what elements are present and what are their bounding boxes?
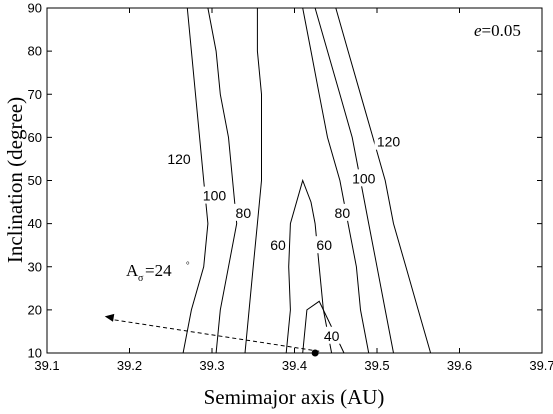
contour-label-bg bbox=[314, 236, 335, 254]
contour-lines bbox=[104, 7, 432, 357]
svg-text:°: ° bbox=[186, 260, 190, 270]
contour-label-120: 120 bbox=[167, 151, 191, 167]
contour-label-bg bbox=[332, 203, 353, 221]
contour-label-120: 120 bbox=[377, 134, 401, 150]
x-axis-title: Semimajor axis (AU) bbox=[204, 385, 385, 409]
y-tick-label: 50 bbox=[28, 173, 42, 188]
y-tick-label: 30 bbox=[28, 259, 42, 274]
contour-line-80 bbox=[244, 8, 262, 354]
annotation-A-sup: ° bbox=[186, 260, 190, 270]
x-tick-label: 39.7 bbox=[529, 358, 553, 373]
x-tick-label: 39.3 bbox=[199, 358, 224, 373]
contour-label-80: 80 bbox=[335, 205, 351, 221]
arrow-head bbox=[104, 313, 115, 322]
y-tick-label: 90 bbox=[28, 1, 42, 16]
contour-label-bg bbox=[374, 132, 403, 150]
contour-label-100: 100 bbox=[203, 188, 227, 204]
svg-text:A: A bbox=[126, 261, 139, 280]
x-tick-label: 39.4 bbox=[282, 358, 307, 373]
x-tick-label: 39.2 bbox=[117, 358, 142, 373]
annotation-e-symbol: e bbox=[474, 21, 482, 40]
x-tick-label: 39.6 bbox=[447, 358, 472, 373]
y-axis-title: Inclination (degree) bbox=[3, 97, 27, 263]
contour-label-bg bbox=[349, 169, 378, 187]
contour-line-120 bbox=[182, 7, 209, 354]
annotation-A-main: A bbox=[126, 261, 139, 280]
contour-label-60: 60 bbox=[316, 237, 332, 253]
marker-point bbox=[311, 349, 319, 357]
svg-text:e=0.05: e=0.05 bbox=[474, 21, 521, 40]
contour-line-100 bbox=[207, 7, 238, 354]
plot-frame bbox=[46, 7, 543, 354]
y-tick-label: 40 bbox=[28, 216, 42, 231]
annotation-e: e=0.05 bbox=[474, 21, 521, 40]
y-tick-label: 20 bbox=[28, 302, 42, 317]
contour-line-40 bbox=[302, 300, 345, 354]
contour-label-40: 40 bbox=[324, 328, 340, 344]
x-tick-label: 39.1 bbox=[34, 358, 59, 373]
arrow-line bbox=[110, 318, 320, 352]
contour-label-bg bbox=[321, 326, 342, 344]
annotation-A-value: =24 bbox=[145, 261, 172, 280]
svg-text:=24: =24 bbox=[145, 261, 172, 280]
x-tick-label: 39.5 bbox=[364, 358, 389, 373]
y-tick-label: 10 bbox=[28, 346, 42, 361]
svg-text:σ: σ bbox=[138, 273, 144, 284]
contour-label-80: 80 bbox=[236, 205, 252, 221]
contour-label-bg bbox=[268, 236, 288, 254]
annotation-A-sigma: A σ =24 ° bbox=[126, 260, 190, 284]
contour-line-120 bbox=[335, 7, 432, 354]
contour-label-60: 60 bbox=[270, 237, 286, 253]
contour-label-100: 100 bbox=[352, 170, 376, 186]
annotation-e-value: =0.05 bbox=[482, 21, 521, 40]
contour-label-bg bbox=[200, 186, 229, 204]
y-tick-label: 80 bbox=[28, 44, 42, 59]
y-tick-label: 70 bbox=[28, 87, 42, 102]
y-tick-label: 60 bbox=[28, 130, 42, 145]
contour-line-60 bbox=[285, 178, 333, 354]
contour-line-80 bbox=[302, 7, 370, 354]
axis-ticks: 39.1 39.2 39.3 39.4 39.5 39.6 39.7 10 20 30 40 50 60… bbox=[28, 1, 553, 374]
contour-label-bg bbox=[165, 149, 193, 167]
annotation-A-sub: σ bbox=[138, 273, 144, 284]
contour-label-bg bbox=[233, 203, 254, 221]
